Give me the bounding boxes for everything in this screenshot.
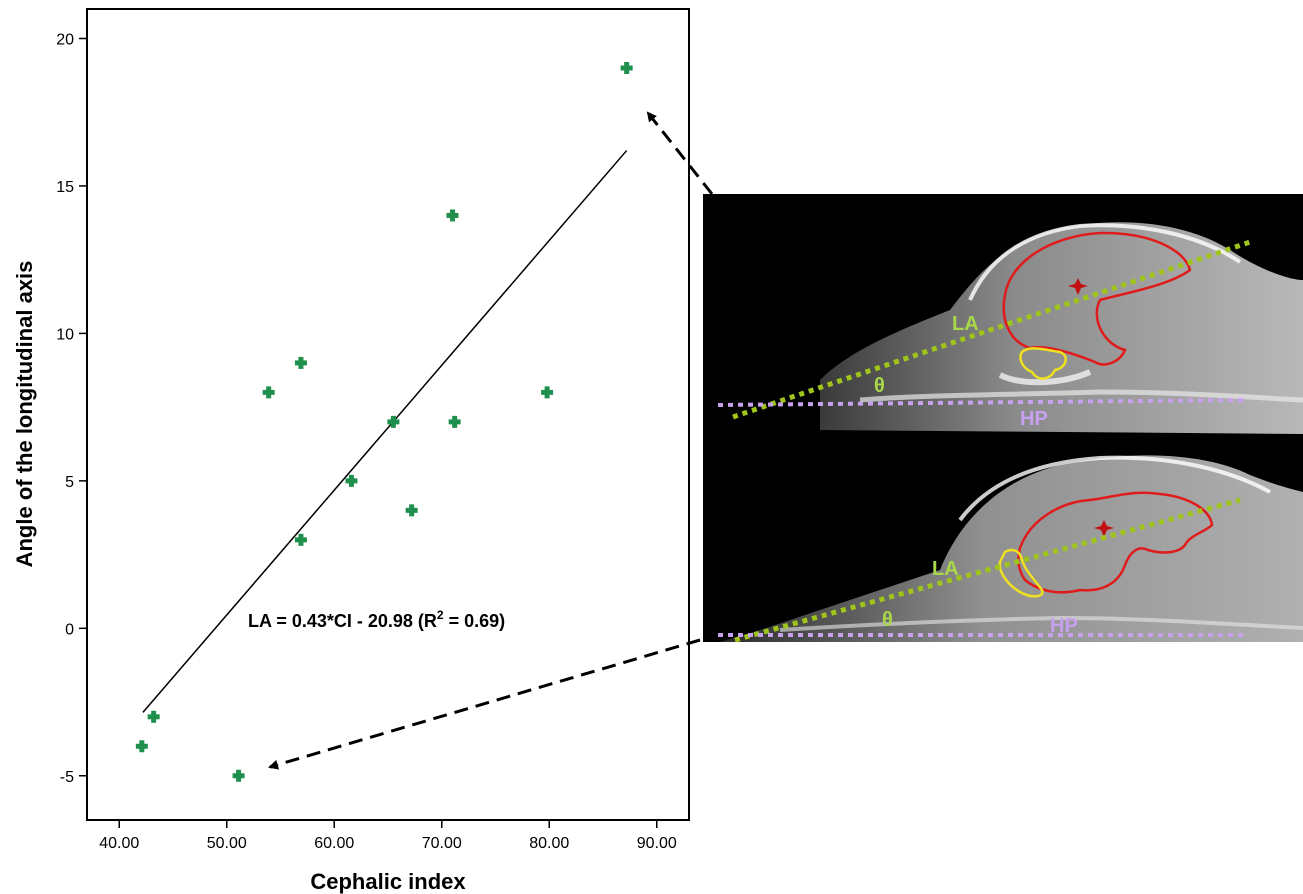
scatter-plot: -5 0 5 10 15 20 40.00 50.00 60.00 70.00 80.00 90.0… <box>12 8 690 894</box>
centroid-star-icon <box>1068 278 1088 295</box>
data-point <box>294 356 307 369</box>
x-tick-label: 50.00 <box>207 835 247 852</box>
brain-outline <box>1017 491 1214 594</box>
data-point <box>135 740 148 753</box>
pituitary-outline <box>998 548 1044 598</box>
regression-equation: LA = 0.43*CI - 20.98 (R2 = 0.69) <box>248 608 505 631</box>
longitudinal-axis-line <box>734 497 1241 643</box>
x-axis-title: Cephalic index <box>310 869 466 894</box>
y-tick-label: 15 <box>56 179 74 196</box>
y-tick-label: -5 <box>60 769 74 786</box>
plot-frame <box>86 8 690 821</box>
skull-outline <box>968 223 1242 301</box>
data-point <box>446 209 459 222</box>
horizontal-plane-line <box>717 398 1246 407</box>
head-tissue <box>720 455 1303 642</box>
x-tick-label: 60.00 <box>314 835 354 852</box>
data-point <box>294 533 307 546</box>
x-tick-label: 40.00 <box>99 835 139 852</box>
mri-image-top: LA θ HP <box>703 194 1303 434</box>
x-tick-label: 90.00 <box>637 835 677 852</box>
mri-image-bottom: LA θ HP <box>703 434 1303 643</box>
y-axis-title: Angle of the longitudinal axis <box>12 261 37 568</box>
data-point <box>620 61 633 74</box>
brain-outline <box>1002 231 1192 366</box>
la-label: LA <box>932 558 959 580</box>
y-tick-label: 20 <box>56 31 74 48</box>
y-tick-label: 10 <box>56 326 74 343</box>
hp-label: HP <box>1020 408 1048 430</box>
x-tick-label: 80.00 <box>529 835 569 852</box>
longitudinal-axis-line <box>732 239 1251 420</box>
data-point <box>262 386 275 399</box>
x-axis: 40.00 50.00 60.00 70.00 80.00 90.00 <box>99 820 677 852</box>
theta-label: θ <box>882 609 893 631</box>
data-point <box>405 504 418 517</box>
data-point <box>448 415 461 428</box>
data-points <box>135 61 633 782</box>
data-point <box>387 415 400 428</box>
data-point <box>147 710 160 723</box>
data-point <box>345 474 358 487</box>
y-tick-label: 5 <box>65 474 74 491</box>
hp-label: HP <box>1050 615 1078 637</box>
y-tick-label: 0 <box>65 621 74 638</box>
palate <box>779 615 1303 632</box>
y-axis: -5 0 5 10 15 20 <box>56 31 87 786</box>
regression-line <box>142 150 628 713</box>
theta-label: θ <box>874 375 885 397</box>
palate <box>859 389 1303 403</box>
skull-outline <box>958 455 1271 522</box>
la-label: LA <box>952 313 979 335</box>
arrow-to-top-point <box>646 111 714 195</box>
arrow-to-bottom-point <box>268 638 701 770</box>
pituitary-outline <box>1019 347 1067 380</box>
data-point <box>232 769 245 782</box>
data-point <box>541 386 554 399</box>
x-tick-label: 70.00 <box>422 835 462 852</box>
centroid-star-icon <box>1094 520 1114 537</box>
skull-base <box>998 369 1092 386</box>
